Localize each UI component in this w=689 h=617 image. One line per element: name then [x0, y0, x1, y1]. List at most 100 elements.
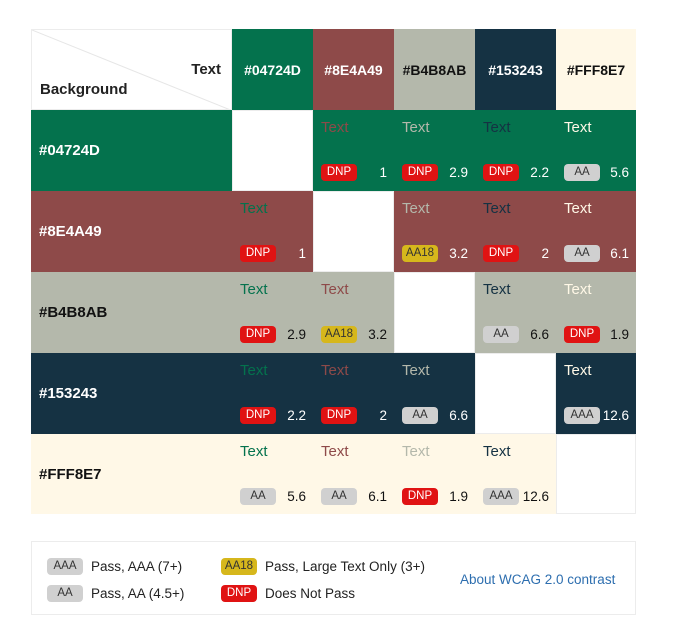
contrast-ratio: 2.9 — [449, 165, 468, 180]
rating-badge: AA — [240, 488, 276, 505]
legend-badge-aaa: AAA — [47, 558, 83, 575]
rating-badge: AA — [483, 326, 519, 343]
contrast-ratio: 2.2 — [530, 165, 549, 180]
sample-text: Text — [564, 119, 592, 136]
row-header-2: #8E4A49 — [31, 191, 232, 272]
sample-text: Text — [321, 281, 349, 298]
sample-text: Text — [321, 362, 349, 379]
sample-text: Text — [483, 281, 511, 298]
contrast-ratio: 1.9 — [610, 327, 629, 342]
legend-item-aaa: AAA Pass, AAA (7+) — [47, 558, 182, 575]
sample-text: Text — [240, 200, 268, 217]
contrast-grid: Text Background #04724D #8E4A49 #B4B8AB #15… — [31, 29, 636, 514]
contrast-cell: Text DNP 1 — [232, 191, 313, 272]
sample-text: Text — [321, 443, 349, 460]
row-header-1: #04724D — [31, 110, 232, 191]
contrast-cell: Text AA 6.1 — [313, 434, 394, 514]
contrast-cell: Text DNP 2.2 — [475, 110, 556, 191]
rating-badge: DNP — [483, 164, 519, 181]
rating-badge: AA18 — [321, 326, 357, 343]
contrast-ratio: 6.1 — [610, 246, 629, 261]
contrast-ratio: 5.6 — [610, 165, 629, 180]
contrast-cell: Text DNP 1 — [313, 110, 394, 191]
sample-text: Text — [483, 200, 511, 217]
contrast-ratio: 1 — [298, 246, 306, 261]
contrast-ratio: 5.6 — [287, 489, 306, 504]
contrast-ratio: 2 — [541, 246, 549, 261]
rating-badge: DNP — [240, 407, 276, 424]
contrast-cell: Text DNP 1.9 — [394, 434, 475, 514]
sample-text: Text — [483, 443, 511, 460]
contrast-ratio: 12.6 — [602, 408, 629, 423]
legend-badge-aa18: AA18 — [221, 558, 257, 575]
rating-badge: DNP — [240, 245, 276, 262]
contrast-cell: Text AAA 12.6 — [556, 353, 636, 434]
rating-badge: DNP — [402, 164, 438, 181]
diagonal-divider — [32, 30, 230, 109]
column-header-3: #B4B8AB — [394, 29, 475, 110]
contrast-ratio: 2.9 — [287, 327, 306, 342]
contrast-ratio: 6.1 — [368, 489, 387, 504]
column-header-2: #8E4A49 — [313, 29, 394, 110]
rating-badge: DNP — [321, 407, 357, 424]
sample-text: Text — [483, 119, 511, 136]
rating-badge: AAA — [483, 488, 519, 505]
legend-item-aa: AA Pass, AA (4.5+) — [47, 585, 184, 602]
diagonal-blank-cell — [556, 434, 636, 514]
corner-header: Text Background — [31, 29, 232, 110]
rating-badge: AA — [402, 407, 438, 424]
sample-text: Text — [402, 200, 430, 217]
diagonal-blank-cell — [475, 353, 556, 434]
legend-badge-dnp: DNP — [221, 585, 257, 602]
sample-text: Text — [564, 281, 592, 298]
contrast-cell: Text AA 6.1 — [556, 191, 636, 272]
contrast-ratio: 6.6 — [530, 327, 549, 342]
contrast-cell: Text AA 5.6 — [232, 434, 313, 514]
contrast-cell: Text DNP 2 — [313, 353, 394, 434]
rating-badge: AA18 — [402, 245, 438, 262]
contrast-cell: Text DNP 2.9 — [232, 272, 313, 353]
diagonal-blank-cell — [313, 191, 394, 272]
diagonal-blank-cell — [394, 272, 475, 353]
rating-badge: AA — [321, 488, 357, 505]
contrast-ratio: 1 — [379, 165, 387, 180]
contrast-cell: Text AA 5.6 — [556, 110, 636, 191]
sample-text: Text — [240, 443, 268, 460]
diagonal-blank-cell — [232, 110, 313, 191]
sample-text: Text — [402, 362, 430, 379]
contrast-cell: Text DNP 2.2 — [232, 353, 313, 434]
rating-badge: DNP — [402, 488, 438, 505]
legend: AAA Pass, AAA (7+) AA Pass, AA (4.5+) AA… — [31, 541, 636, 615]
legend-label-aa18: Pass, Large Text Only (3+) — [265, 559, 425, 574]
contrast-ratio: 6.6 — [449, 408, 468, 423]
rating-badge: AAA — [564, 407, 600, 424]
row-header-4: #153243 — [31, 353, 232, 434]
legend-item-dnp: DNP Does Not Pass — [221, 585, 355, 602]
contrast-ratio: 12.6 — [522, 489, 549, 504]
row-header-5: #FFF8E7 — [31, 434, 232, 514]
contrast-cell: Text AAA 12.6 — [475, 434, 556, 514]
contrast-ratio: 3.2 — [449, 246, 468, 261]
contrast-cell: Text DNP 2.9 — [394, 110, 475, 191]
about-wcag-link[interactable]: About WCAG 2.0 contrast — [460, 572, 616, 587]
text-axis-label: Text — [191, 61, 221, 78]
rating-badge: DNP — [321, 164, 357, 181]
contrast-ratio: 2 — [379, 408, 387, 423]
contrast-ratio: 2.2 — [287, 408, 306, 423]
contrast-cell: Text DNP 1.9 — [556, 272, 636, 353]
rating-badge: AA — [564, 164, 600, 181]
column-header-5: #FFF8E7 — [556, 29, 636, 110]
sample-text: Text — [402, 119, 430, 136]
legend-item-aa18: AA18 Pass, Large Text Only (3+) — [221, 558, 425, 575]
rating-badge: DNP — [240, 326, 276, 343]
rating-badge: DNP — [564, 326, 600, 343]
contrast-cell: Text AA18 3.2 — [313, 272, 394, 353]
legend-label-aaa: Pass, AAA (7+) — [91, 559, 183, 574]
legend-label-aa: Pass, AA (4.5+) — [91, 586, 185, 601]
legend-label-dnp: Does Not Pass — [265, 586, 356, 601]
contrast-cell: Text AA 6.6 — [394, 353, 475, 434]
sample-text: Text — [321, 119, 349, 136]
contrast-ratio: 1.9 — [449, 489, 468, 504]
sample-text: Text — [564, 200, 592, 217]
sample-text: Text — [402, 443, 430, 460]
